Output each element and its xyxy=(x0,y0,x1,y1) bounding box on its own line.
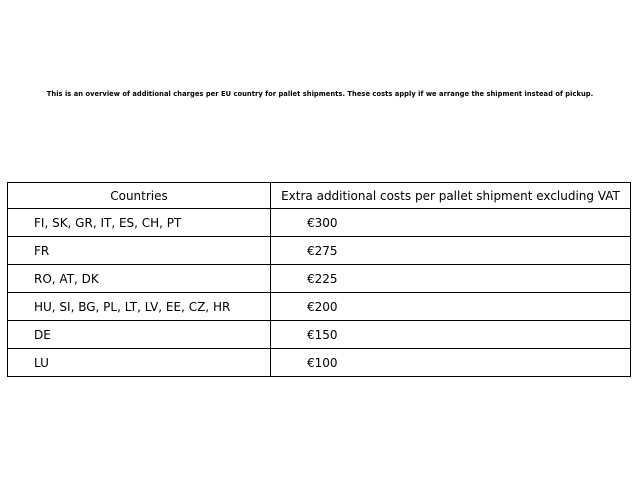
table-header-row: Countries Extra additional costs per pal… xyxy=(7,182,631,209)
header-countries: Countries xyxy=(7,182,271,209)
table-row: FR €275 xyxy=(7,236,631,265)
cost-cell: €150 xyxy=(270,320,631,349)
countries-cell: DE xyxy=(7,320,271,349)
cost-cell: €225 xyxy=(270,264,631,293)
table-row: DE €150 xyxy=(7,320,631,349)
cost-cell: €275 xyxy=(270,236,631,265)
header-extra-costs: Extra additional costs per pallet shipme… xyxy=(270,182,631,209)
table-row: LU €100 xyxy=(7,348,631,377)
table-row: HU, SI, BG, PL, LT, LV, EE, CZ, HR €200 xyxy=(7,292,631,321)
table-row: FI, SK, GR, IT, ES, CH, PT €300 xyxy=(7,208,631,237)
cost-cell: €300 xyxy=(270,208,631,237)
table-body: FI, SK, GR, IT, ES, CH, PT €300 FR €275 … xyxy=(7,208,631,377)
countries-cell: FI, SK, GR, IT, ES, CH, PT xyxy=(7,208,271,237)
countries-cell: HU, SI, BG, PL, LT, LV, EE, CZ, HR xyxy=(7,292,271,321)
shipping-costs-table: Countries Extra additional costs per pal… xyxy=(7,182,631,377)
cost-cell: €100 xyxy=(270,348,631,377)
countries-cell: FR xyxy=(7,236,271,265)
table-row: RO, AT, DK €225 xyxy=(7,264,631,293)
cost-cell: €200 xyxy=(270,292,631,321)
countries-cell: LU xyxy=(7,348,271,377)
table-header: Countries Extra additional costs per pal… xyxy=(7,182,631,209)
intro-caption: This is an overview of additional charge… xyxy=(46,90,594,98)
countries-cell: RO, AT, DK xyxy=(7,264,271,293)
